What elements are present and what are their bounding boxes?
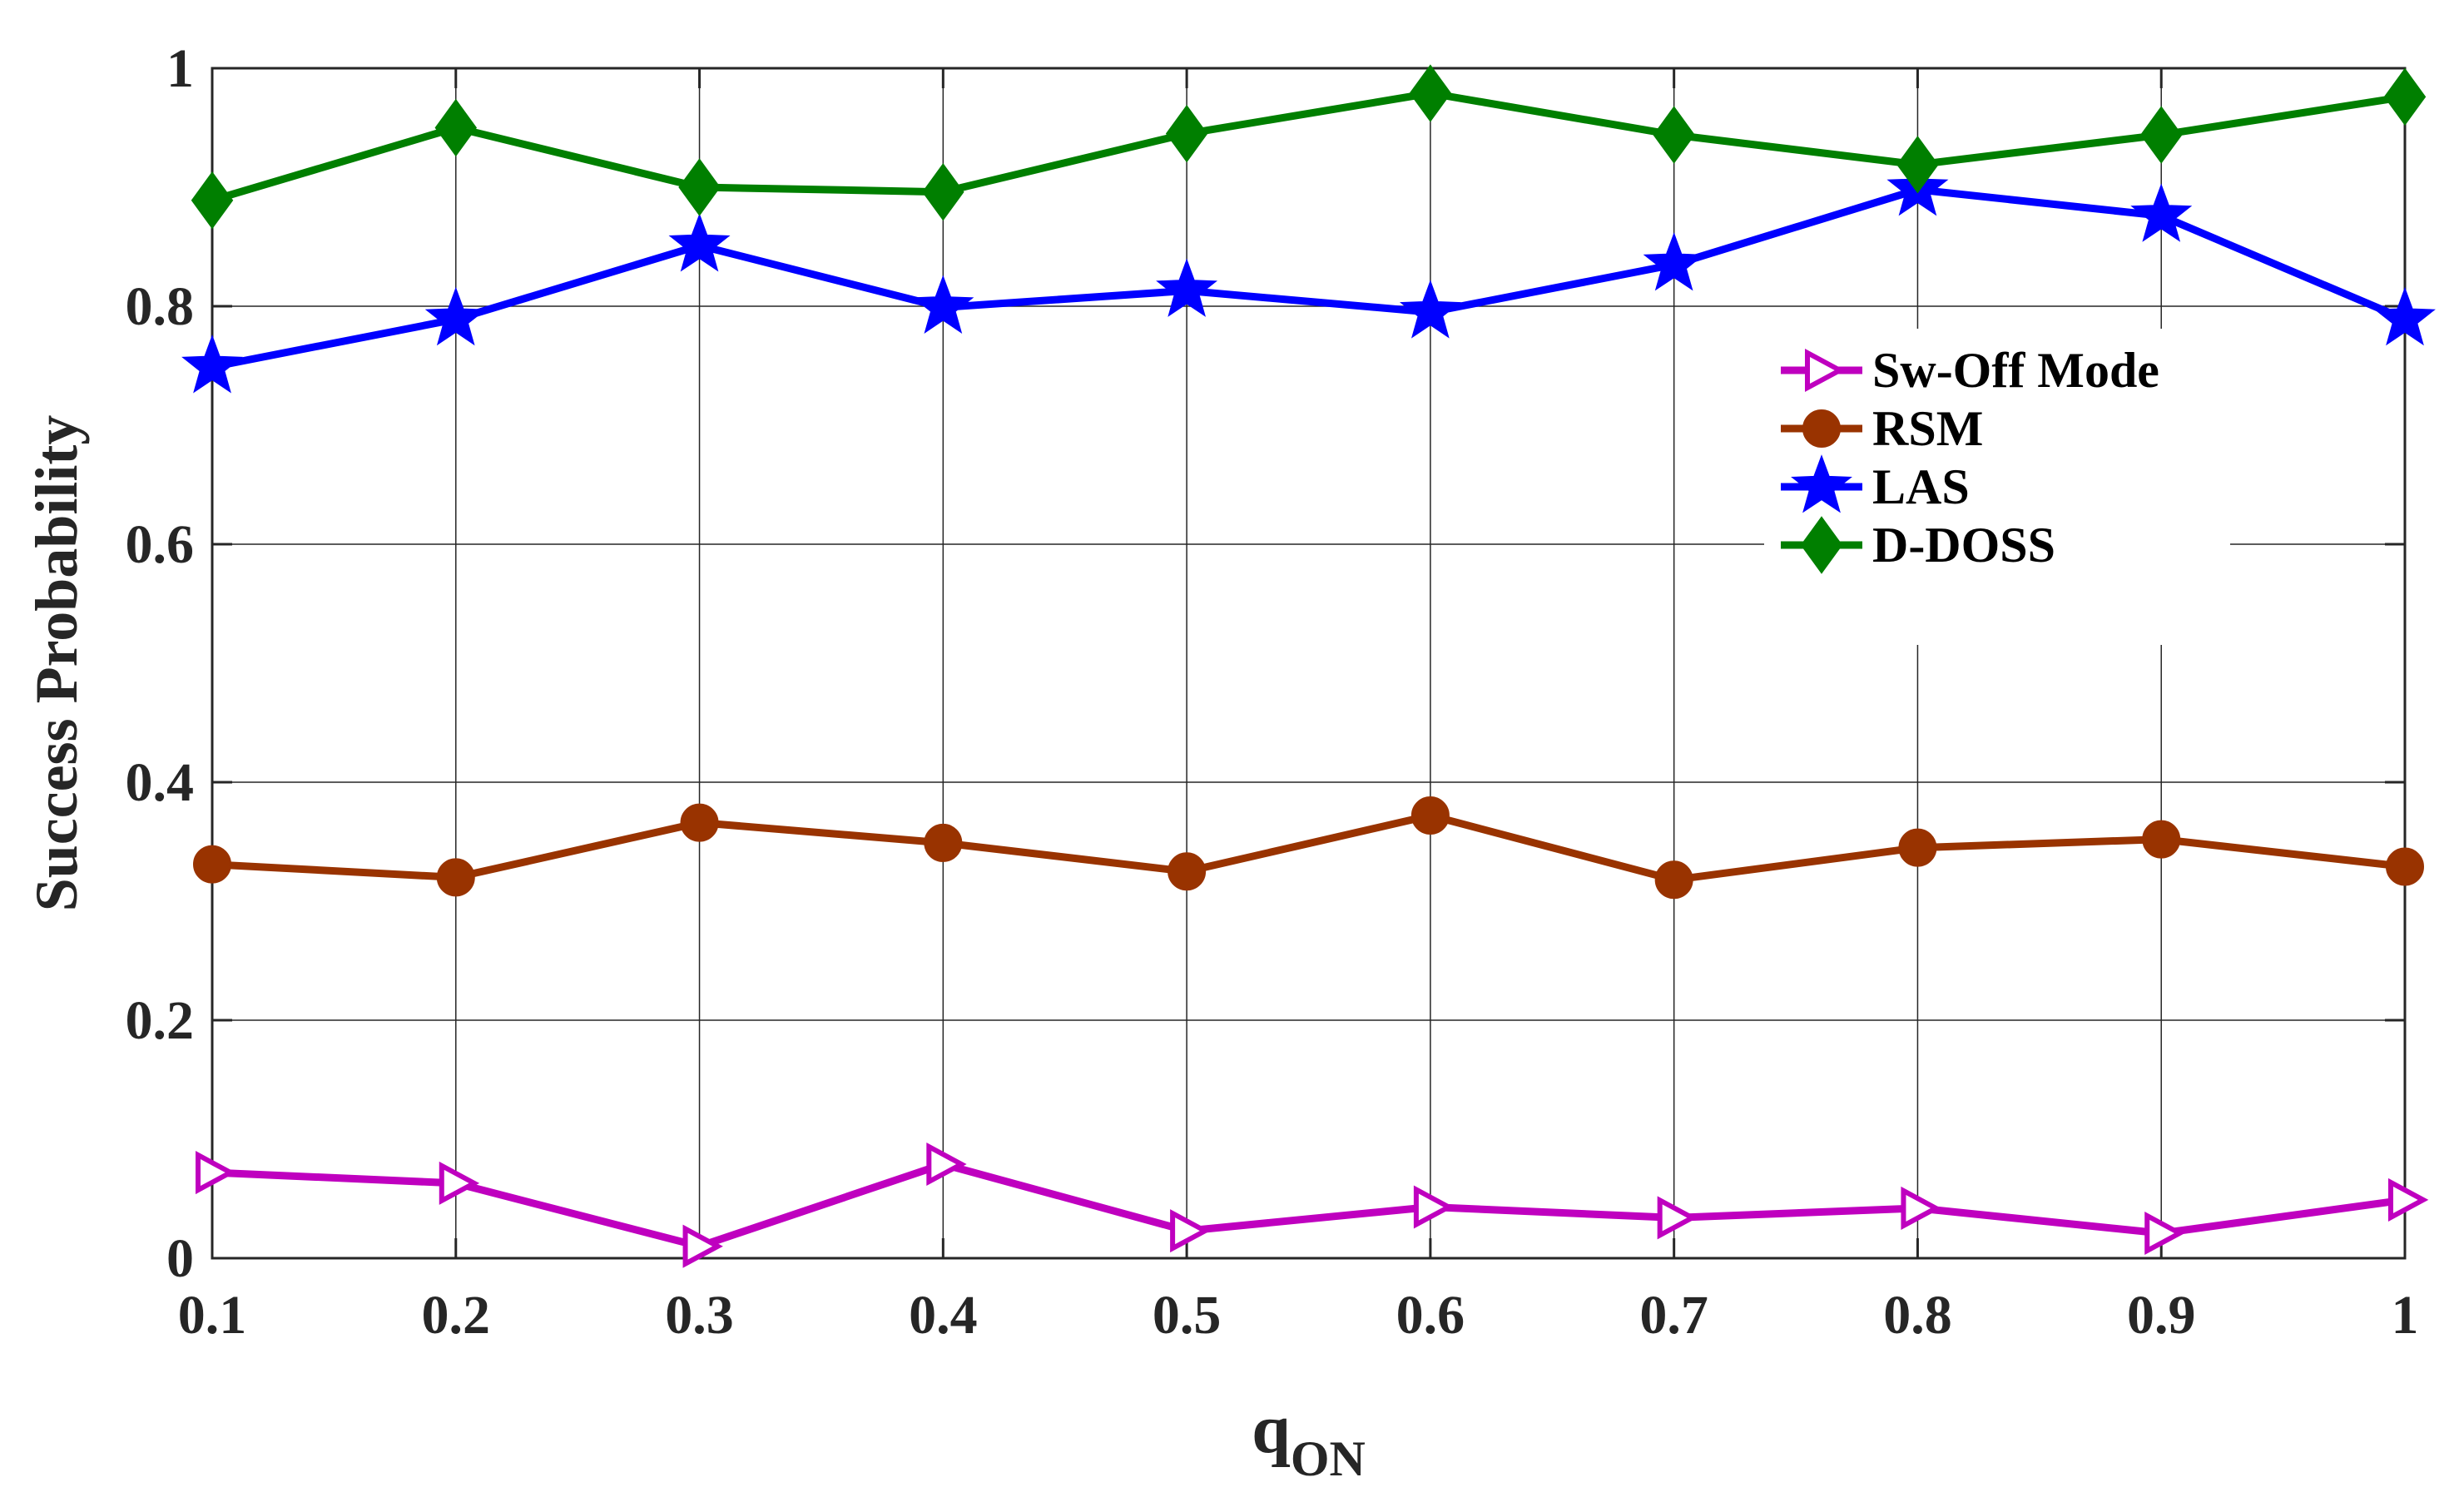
series-sw-off-mode — [196, 1143, 2429, 1268]
x-tick-label: 0.4 — [909, 1285, 978, 1346]
series-line-rsm — [211, 811, 2406, 884]
y-tick-label: 0.8 — [126, 276, 195, 337]
legend-label: Sw-Off Mode — [1872, 343, 2159, 398]
x-tick-label: 0.2 — [422, 1285, 491, 1346]
y-tick-label: 0.2 — [126, 990, 195, 1051]
data-point-sw-off-mode — [682, 1224, 723, 1268]
data-point-rsm — [2142, 820, 2181, 859]
x-tick-label: 0.7 — [1639, 1285, 1708, 1346]
legend-label: D-DOSS — [1872, 518, 2055, 573]
legend-label: RSM — [1872, 401, 1983, 456]
legend-marker — [1791, 454, 1852, 513]
data-point-d-doss — [1653, 106, 1695, 164]
data-point-d-doss — [922, 163, 964, 221]
legend-label: LAS — [1872, 459, 1970, 514]
x-axis-title: qON — [1252, 1391, 1366, 1486]
series-las — [181, 157, 2436, 394]
x-axis-title-subscript: ON — [1291, 1431, 1366, 1486]
x-tick-label: 0.1 — [178, 1285, 247, 1346]
plot-frame — [211, 67, 2407, 1260]
data-point-rsm — [1410, 796, 1450, 835]
data-point-las — [1399, 280, 1461, 339]
data-point-d-doss — [1165, 104, 1208, 163]
data-point-d-doss — [2139, 106, 2183, 164]
series-line-d-doss — [211, 89, 2406, 205]
x-tick-label: 0.6 — [1396, 1285, 1465, 1346]
data-point-rsm — [1654, 860, 1693, 900]
data-point-sw-off-mode — [1657, 1196, 1698, 1240]
data-point-sw-off-mode — [2388, 1177, 2429, 1222]
data-point-las — [181, 335, 243, 394]
legend-item-sw-off-mode: Sw-Off Mode — [1781, 343, 2159, 398]
y-tick-label: 0.6 — [126, 514, 195, 575]
y-tick-label: 1 — [166, 38, 194, 99]
data-point-sw-off-mode — [1901, 1186, 1941, 1230]
data-point-d-doss — [434, 98, 478, 157]
data-point-rsm — [924, 823, 963, 862]
data-point-d-doss — [191, 171, 234, 230]
y-tick-label: 0.4 — [126, 752, 195, 813]
data-point-rsm — [436, 858, 475, 897]
data-point-las — [2130, 183, 2193, 242]
x-tick-label: 0.3 — [665, 1285, 734, 1346]
data-point-sw-off-mode — [926, 1143, 967, 1187]
data-point-las — [1643, 232, 1705, 291]
data-point-las — [912, 275, 974, 334]
data-point-rsm — [2386, 847, 2424, 886]
legend-item-las: LAS — [1781, 454, 1970, 514]
series-line-sw-off-mode — [211, 1160, 2406, 1251]
y-axis-title: Success Probability — [23, 415, 90, 912]
data-point-d-doss — [2383, 67, 2427, 126]
data-point-sw-off-mode — [1170, 1209, 1211, 1253]
data-point-sw-off-mode — [2144, 1211, 2185, 1255]
series-layer — [181, 64, 2436, 1268]
data-point-sw-off-mode — [439, 1161, 480, 1205]
legend-item-d-doss: D-DOSS — [1781, 516, 2055, 574]
data-point-las — [1156, 258, 1218, 317]
series-line-las — [211, 186, 2407, 371]
data-point-sw-off-mode — [196, 1151, 236, 1195]
series-rsm — [193, 796, 2424, 900]
data-point-rsm — [680, 803, 719, 842]
data-point-las — [424, 286, 487, 346]
axes: 0.1 0.2 0.3 0.4 0.5 0.6 0.7 0.8 0.9 1 0 0.2 0.4 0.6 0.… — [126, 38, 2419, 1346]
legend-marker — [1800, 516, 1843, 574]
data-point-d-doss — [678, 158, 721, 216]
data-point-d-doss — [1896, 136, 1939, 194]
data-point-rsm — [1168, 852, 1207, 891]
x-tick-label: 0.5 — [1153, 1285, 1222, 1346]
x-tick-label: 0.9 — [2127, 1285, 2196, 1346]
legend-marker — [1805, 348, 1846, 393]
series-d-doss — [191, 64, 2427, 230]
legend-item-rsm: RSM — [1781, 401, 1983, 456]
data-point-rsm — [1898, 828, 1937, 867]
x-axis-title-main: q — [1252, 1391, 1291, 1468]
data-point-d-doss — [1409, 64, 1452, 122]
y-tick-label: 0 — [166, 1228, 194, 1289]
x-tick-label: 1 — [2392, 1285, 2419, 1346]
x-tick-label: 0.8 — [1883, 1285, 1952, 1346]
data-point-las — [668, 213, 731, 272]
legend-marker — [1802, 409, 1841, 448]
data-point-las — [2374, 286, 2436, 346]
data-point-sw-off-mode — [1413, 1185, 1455, 1229]
data-point-rsm — [193, 845, 231, 884]
